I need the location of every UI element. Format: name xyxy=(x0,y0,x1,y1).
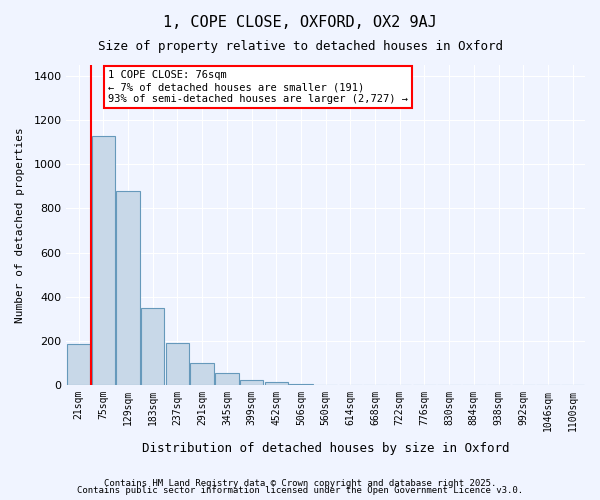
Bar xyxy=(190,363,214,385)
Text: Contains public sector information licensed under the Open Government Licence v3: Contains public sector information licen… xyxy=(77,486,523,495)
Bar xyxy=(240,380,263,385)
Bar xyxy=(265,382,288,385)
Text: Contains HM Land Registry data © Crown copyright and database right 2025.: Contains HM Land Registry data © Crown c… xyxy=(104,478,496,488)
Bar xyxy=(215,373,239,385)
X-axis label: Distribution of detached houses by size in Oxford: Distribution of detached houses by size … xyxy=(142,442,509,455)
Bar xyxy=(141,308,164,385)
Text: 1 COPE CLOSE: 76sqm
← 7% of detached houses are smaller (191)
93% of semi-detach: 1 COPE CLOSE: 76sqm ← 7% of detached hou… xyxy=(109,70,409,104)
Bar xyxy=(92,136,115,385)
Bar xyxy=(289,384,313,385)
Bar xyxy=(67,344,91,385)
Text: Size of property relative to detached houses in Oxford: Size of property relative to detached ho… xyxy=(97,40,503,53)
Bar xyxy=(166,343,189,385)
Y-axis label: Number of detached properties: Number of detached properties xyxy=(15,127,25,323)
Text: 1, COPE CLOSE, OXFORD, OX2 9AJ: 1, COPE CLOSE, OXFORD, OX2 9AJ xyxy=(163,15,437,30)
Bar xyxy=(116,191,140,385)
